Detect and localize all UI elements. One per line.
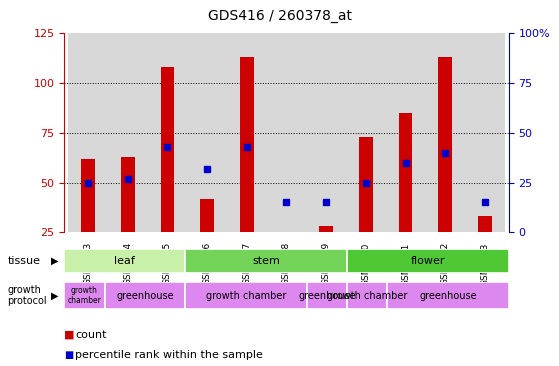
- Bar: [307, 282, 347, 309]
- Bar: [186, 249, 347, 273]
- Bar: [186, 282, 307, 309]
- Text: growth
protocol: growth protocol: [7, 285, 47, 306]
- Bar: [267, 33, 306, 232]
- Text: stem: stem: [252, 256, 280, 266]
- Bar: [240, 57, 254, 232]
- Bar: [121, 157, 135, 232]
- Text: count: count: [75, 330, 107, 340]
- Bar: [306, 33, 346, 232]
- Text: greenhouse: greenhouse: [419, 291, 477, 300]
- Bar: [478, 216, 492, 232]
- Text: GDS416 / 260378_at: GDS416 / 260378_at: [207, 9, 352, 23]
- Bar: [227, 33, 267, 232]
- Bar: [64, 282, 105, 309]
- Bar: [64, 249, 186, 273]
- Bar: [160, 67, 174, 232]
- Text: growth chamber: growth chamber: [206, 291, 286, 300]
- Text: ▶: ▶: [50, 256, 58, 266]
- Bar: [200, 198, 214, 232]
- Bar: [359, 137, 373, 232]
- Bar: [68, 33, 108, 232]
- Text: growth
chamber: growth chamber: [68, 286, 101, 305]
- Bar: [319, 227, 333, 232]
- Bar: [347, 249, 509, 273]
- Text: tissue: tissue: [7, 256, 40, 266]
- Text: flower: flower: [411, 256, 445, 266]
- Bar: [81, 158, 95, 232]
- Bar: [148, 33, 187, 232]
- Bar: [386, 33, 425, 232]
- Text: growth chamber: growth chamber: [327, 291, 408, 300]
- Bar: [399, 113, 413, 232]
- Bar: [438, 57, 452, 232]
- Bar: [105, 282, 186, 309]
- Text: ■: ■: [64, 330, 75, 340]
- Bar: [108, 33, 148, 232]
- Text: greenhouse: greenhouse: [116, 291, 174, 300]
- Bar: [425, 33, 465, 232]
- Text: percentile rank within the sample: percentile rank within the sample: [75, 350, 263, 360]
- Bar: [347, 282, 387, 309]
- Text: ▶: ▶: [50, 291, 58, 300]
- Bar: [187, 33, 227, 232]
- Bar: [387, 282, 509, 309]
- Bar: [346, 33, 386, 232]
- Bar: [465, 33, 505, 232]
- Text: greenhouse: greenhouse: [298, 291, 356, 300]
- Text: leaf: leaf: [115, 256, 135, 266]
- Text: ■: ■: [64, 350, 74, 360]
